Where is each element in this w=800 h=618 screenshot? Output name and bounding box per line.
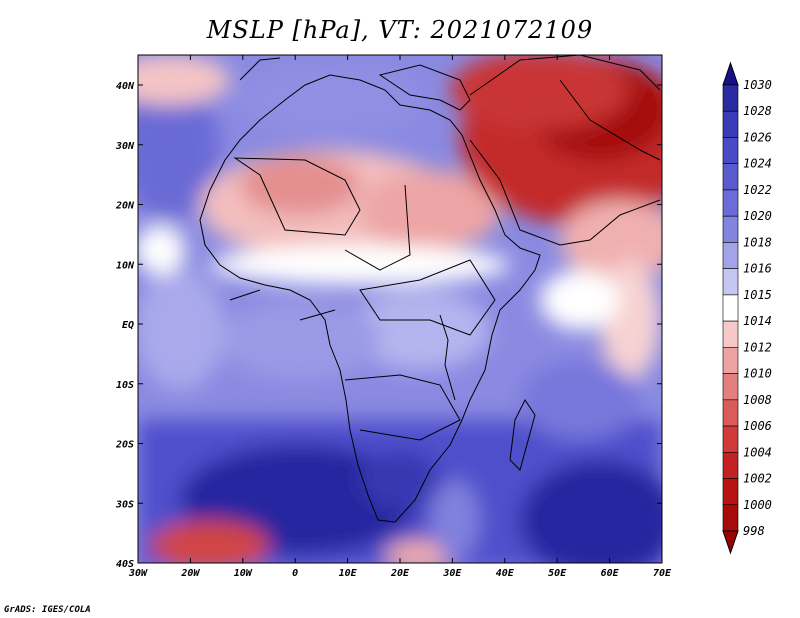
colorbar-level-label: 1022: [743, 183, 772, 197]
colorbar-level-label: 1028: [743, 104, 772, 118]
colorbar-swatch: [722, 163, 739, 191]
longitude-axis: 30W 20W 10W 0 10E 20E 30E 40E 50E 60E 70E: [128, 55, 672, 579]
lat-tick-label: EQ: [122, 320, 134, 331]
lon-tick-label: 30E: [442, 568, 462, 579]
lat-tick-label: 20N: [115, 201, 135, 212]
colorbar-swatch: [722, 215, 739, 243]
lat-tick-label: 30S: [115, 499, 134, 510]
lat-tick-label: 30N: [115, 141, 135, 152]
lon-tick-label: 70E: [653, 568, 672, 579]
colorbar-level-label: 1015: [743, 288, 772, 302]
colorbar-level-label: 1004: [743, 445, 772, 459]
lon-tick-label: 20E: [390, 568, 410, 579]
colorbar-level-label: 1014: [743, 314, 772, 328]
colorbar: 1030 1028 1026 1024 1022 1020 1018 1016 1015 1014…: [722, 61, 772, 555]
lon-tick-label: 0: [292, 568, 298, 579]
colorbar-level-label: 1016: [743, 262, 772, 276]
lon-tick-label: 60E: [601, 568, 620, 579]
colorbar-swatch: [722, 189, 739, 217]
colorbar-swatch: [722, 137, 739, 165]
colorbar-level-label: 998: [743, 524, 765, 538]
colorbar-swatch: [722, 478, 739, 506]
colorbar-swatch: [722, 84, 739, 112]
colorbar-level-label: 1026: [743, 130, 772, 144]
lat-tick-label: 20S: [115, 440, 134, 451]
colorbar-level-label: 1008: [743, 393, 772, 407]
lon-tick-label: 10W: [234, 568, 253, 579]
lon-tick-label: 30W: [128, 568, 148, 579]
colorbar-swatch: [722, 347, 739, 374]
colorbar-level-label: 1020: [743, 209, 772, 223]
lon-tick-label: 10E: [339, 568, 358, 579]
colorbar-swatch: [722, 451, 739, 479]
colorbar-swatch: [722, 425, 739, 453]
colorbar-level-label: 1018: [743, 235, 772, 249]
lat-tick-label: 10S: [116, 380, 134, 391]
colorbar-swatch: [722, 399, 739, 427]
credit-text: GrADS: IGES/COLA: [4, 605, 91, 615]
lon-tick-label: 50E: [548, 568, 567, 579]
map-title: MSLP [hPa], VT: 2021072109: [206, 16, 594, 44]
lat-tick-label: 40S: [116, 559, 134, 570]
lat-tick-label: 10N: [116, 260, 135, 271]
colorbar-level-label: 1030: [743, 78, 772, 92]
colorbar-swatch: [722, 242, 739, 269]
colorbar-swatch: [722, 294, 739, 322]
colorbar-level-label: 1024: [743, 157, 772, 171]
lon-tick-label: 40E: [496, 568, 515, 579]
latitude-axis: 40N 30N 20N 10N EQ 10S 20S 30S 40S: [115, 81, 662, 570]
colorbar-swatch: [722, 110, 739, 138]
coastlines: [199, 55, 661, 523]
colorbar-level-label: 1002: [743, 472, 772, 486]
lat-tick-label: 40N: [116, 81, 135, 92]
colorbar-swatch: [722, 373, 739, 401]
colorbar-level-label: 1006: [743, 419, 772, 433]
colorbar-swatch: [722, 504, 739, 532]
colorbar-top-arrow: [722, 61, 739, 86]
colorbar-bottom-arrow: [722, 530, 739, 555]
pressure-field: [138, 55, 662, 563]
colorbar-swatch: [722, 268, 739, 296]
colorbar-level-label: 1000: [743, 498, 772, 512]
lon-tick-label: 20W: [180, 568, 200, 579]
colorbar-level-label: 1012: [743, 340, 772, 354]
colorbar-level-label: 1010: [743, 367, 772, 381]
colorbar-swatch: [722, 320, 739, 348]
